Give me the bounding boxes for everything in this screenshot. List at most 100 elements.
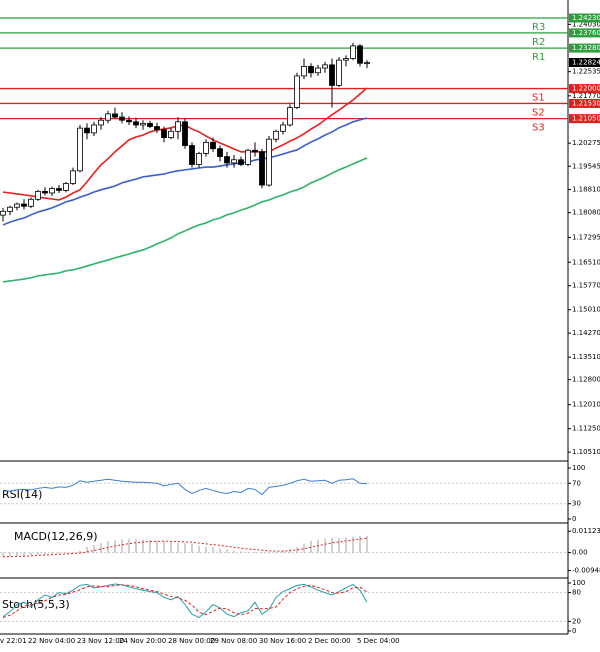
level-box <box>569 98 600 108</box>
x-tick-label: 5 Dec 04:00 <box>357 637 400 645</box>
candle-body <box>203 141 209 154</box>
y-tick-label: 0 <box>572 515 576 523</box>
y-tick-label: 1.12800 <box>572 376 600 384</box>
level-name: R1 <box>532 52 545 63</box>
x-tick-label: 30 Nov 16:00 <box>259 637 306 645</box>
y-tick-label: 1.24030 <box>572 20 600 28</box>
candle-body <box>175 121 181 132</box>
rsi-title: RSI(14) <box>2 488 42 501</box>
y-tick-label: 1.18080 <box>572 209 600 217</box>
candle-body <box>77 127 83 172</box>
level-box <box>569 114 600 124</box>
level-price: 1.24230 <box>572 14 600 22</box>
y-tick-label: 70 <box>572 479 581 487</box>
candle-body <box>126 119 132 123</box>
y-tick-label: 1.11250 <box>572 425 600 433</box>
candle-body <box>273 130 279 140</box>
line <box>2 117 368 226</box>
candle-body <box>182 121 188 146</box>
level-box <box>569 13 600 23</box>
candle-body <box>112 113 118 118</box>
y-tick-label: 1.16510 <box>572 258 600 266</box>
candle-body <box>7 206 13 212</box>
candle-body <box>49 188 55 194</box>
y-tick-label: 80 <box>572 589 581 597</box>
candle-body <box>343 58 349 61</box>
candle-body <box>133 121 139 126</box>
candle-body <box>28 198 34 207</box>
candle-body <box>301 66 307 77</box>
candle-body <box>315 67 321 74</box>
candle-body <box>196 153 202 165</box>
x-tick-label: 24 Nov 20:00 <box>119 637 166 645</box>
candle-body <box>147 122 153 127</box>
y-tick-label: -0.00948 <box>572 567 600 575</box>
candle-body <box>224 156 230 164</box>
candle-body <box>350 45 356 59</box>
macd-title: MACD(12,26,9) <box>14 530 98 543</box>
y-tick-label: 0.00 <box>572 549 588 557</box>
candle-body <box>189 145 195 165</box>
x-tick-label: 23 Nov 12:00 <box>77 637 124 645</box>
candle-body <box>280 124 286 132</box>
candle-body <box>154 126 160 131</box>
candle-body <box>56 188 62 191</box>
candle-body <box>238 159 244 165</box>
y-tick-label: 1.18810 <box>572 186 600 194</box>
candle-body <box>308 66 314 74</box>
x-tick-label: 22 Nov 04:00 <box>28 637 75 645</box>
y-tick-label: 0.01123 <box>572 527 600 535</box>
candle-body <box>287 107 293 126</box>
x-tick-label: v 22:01 <box>0 637 27 645</box>
stoch-title: Stoch(5,5,3) <box>2 598 70 611</box>
line <box>3 478 368 496</box>
level-box <box>569 84 600 94</box>
y-tick-label: 1.19545 <box>572 162 600 170</box>
candle-body <box>231 159 237 164</box>
candle-body <box>35 191 41 200</box>
y-tick-label: 1.15770 <box>572 282 600 290</box>
candle-body <box>161 129 167 139</box>
level-name: S3 <box>532 123 545 134</box>
candle-body <box>210 141 216 150</box>
level-name: R3 <box>532 22 545 33</box>
last-price: 1.22824 <box>572 59 600 67</box>
level-name: S2 <box>532 107 545 118</box>
x-tick-label: 28 Nov 00:00 <box>168 637 215 645</box>
level-price: 1.23760 <box>572 29 600 37</box>
y-tick-label: 1.22535 <box>572 68 600 76</box>
candle-body <box>357 45 363 64</box>
candle-body <box>294 75 300 108</box>
candle-body <box>364 62 370 65</box>
candle-body <box>91 124 97 134</box>
level-price: 1.21050 <box>572 115 600 123</box>
y-tick-label: 1.17295 <box>572 233 600 241</box>
y-tick-label: 100 <box>572 579 585 587</box>
candle-body <box>329 64 335 86</box>
y-tick-label: 1.10510 <box>572 448 600 456</box>
y-tick-label: 1.13510 <box>572 353 600 361</box>
y-tick-label: 1.15010 <box>572 306 600 314</box>
last-price-box <box>569 58 600 68</box>
y-tick-label: 1.21770 <box>572 92 600 100</box>
y-tick-label: 1.14270 <box>572 329 600 337</box>
y-tick-label: 100 <box>572 464 585 472</box>
candle-body <box>168 130 174 139</box>
candle-body <box>336 59 342 86</box>
level-name: R2 <box>532 37 545 48</box>
line <box>2 583 368 619</box>
level-price: 1.21530 <box>572 99 600 107</box>
candle-body <box>105 113 111 121</box>
candle-body <box>217 148 223 158</box>
candle-body <box>245 149 251 165</box>
line <box>2 584 368 619</box>
candle-body <box>140 122 146 126</box>
candle-body <box>119 116 125 121</box>
x-tick-label: 2 Dec 00:00 <box>308 637 351 645</box>
candle-body <box>266 138 272 186</box>
y-tick-label: 20 <box>572 617 581 625</box>
candle-body <box>252 149 258 153</box>
y-tick-label: 0 <box>572 627 576 635</box>
